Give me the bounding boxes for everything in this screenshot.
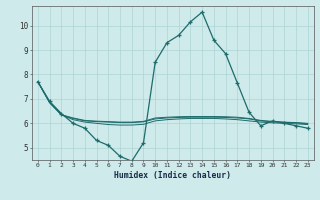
X-axis label: Humidex (Indice chaleur): Humidex (Indice chaleur) xyxy=(114,171,231,180)
